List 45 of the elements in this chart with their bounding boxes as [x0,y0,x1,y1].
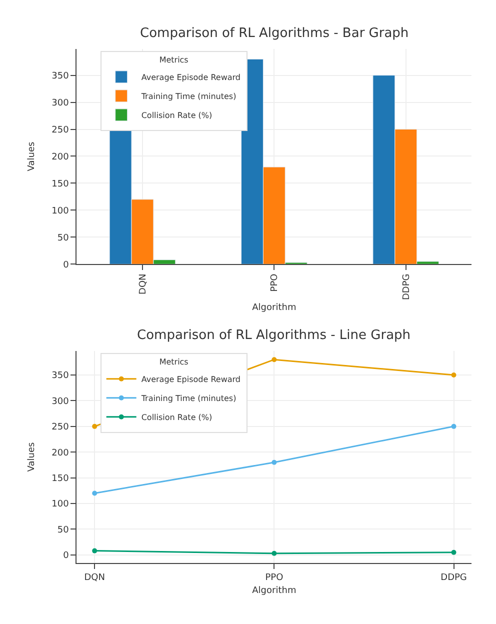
y-tick-label: 0 [63,260,70,270]
y-tick-label: 250 [52,422,70,433]
y-tick-label: 250 [52,125,70,136]
y-tick-label: 200 [52,448,70,458]
y-tick-label: 50 [57,233,70,244]
x-tick-label: DQN [84,572,105,583]
legend-label: Training Time (minutes) [140,394,236,404]
point [451,372,456,378]
x-tick-label: DDPG [440,572,467,583]
x-axis-title: Algorithm [252,586,296,596]
legend-title: Metrics [159,55,188,64]
x-tick-label: PPO [270,274,280,292]
point [451,550,456,555]
point [272,460,277,465]
y-tick-label: 100 [52,206,70,216]
y-tick-label: 150 [52,474,70,484]
y-tick-label: 0 [63,551,70,562]
legend-label: Collision Rate (%) [141,413,212,422]
legend-label: Average Episode Reward [141,375,240,384]
y-tick-label: 350 [52,71,70,82]
legend-label: Training Time (minutes) [140,92,236,102]
legend-title: Metrics [159,357,188,366]
point [451,424,456,429]
y-tick-label: 50 [57,525,70,536]
x-tick-label: DQN [138,274,148,294]
point [92,548,98,554]
y-axis-title: Values [27,442,37,472]
x-tick-label: DDPG [402,274,412,300]
y-tick-label: 300 [52,98,70,108]
point [272,550,277,556]
chart-title: Comparison of RL Algorithms - Line Graph [137,328,411,343]
point [272,357,277,362]
y-tick-label: 100 [52,500,70,510]
chart-title: Comparison of RL Algorithms - Bar Graph [140,26,409,41]
legend-label: Collision Rate (%) [141,111,212,120]
x-tick-label: PPO [265,572,284,583]
y-tick-label: 300 [52,396,70,407]
y-tick-label: 200 [52,152,70,162]
y-axis-title: Values [27,142,37,172]
y-tick-label: 350 [52,371,70,382]
legend-label: Average Episode Reward [141,73,240,82]
point [92,424,98,429]
y-tick-label: 150 [52,179,70,190]
point [92,490,98,496]
x-axis-title: Algorithm [252,302,296,313]
